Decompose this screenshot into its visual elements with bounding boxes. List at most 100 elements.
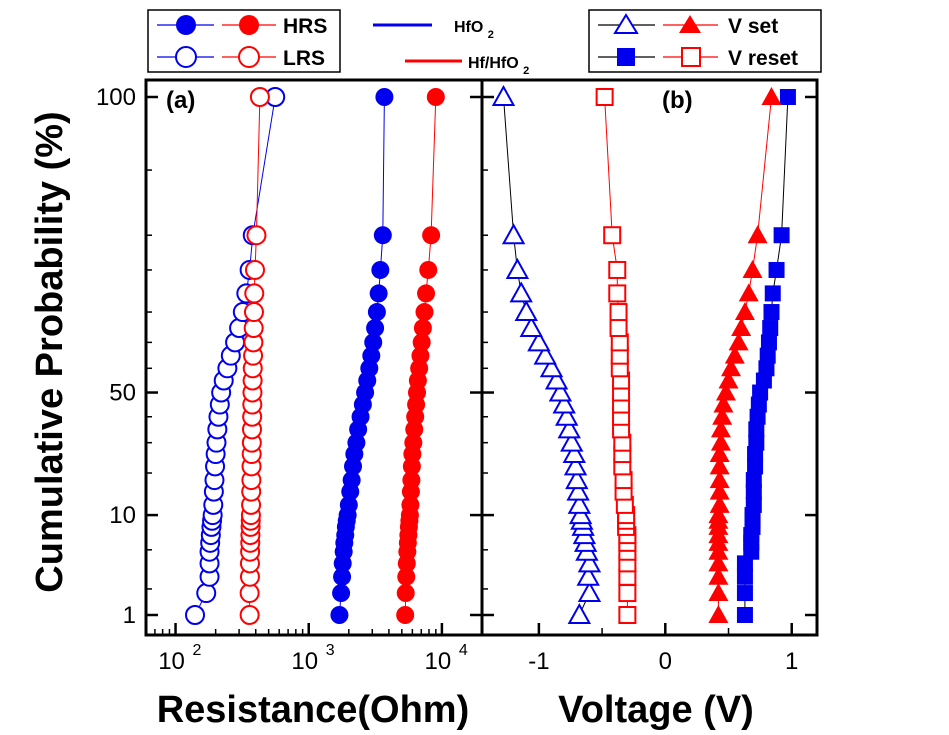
panel-b-series-0-point-0 [567, 602, 592, 624]
panel-b-series-1-point-17 [749, 408, 766, 425]
panel-b-series-3-point-28 [603, 226, 622, 245]
panel-b-series-1-point-23 [760, 334, 777, 351]
subscript: 2 [523, 65, 529, 77]
panel-b-series-3-point-26 [608, 284, 627, 303]
panel-b-series-0-point-24 [519, 315, 544, 338]
panel-b-series-0-point-17 [554, 404, 579, 426]
panel-b-axes [480, 78, 819, 637]
panel-b-series-0-point-29 [491, 84, 516, 106]
panel-a-series-0-point-24 [366, 319, 385, 338]
legend-a-hrs-marker-red [239, 15, 259, 35]
panel-b-series-0-point-23 [527, 330, 551, 352]
panel-b-series-3-point-27 [608, 260, 627, 279]
panel-a-series-2-point-28 [422, 226, 441, 245]
panel-b-x-axis-title: Voltage (V) [558, 689, 754, 731]
panel-a-series-1 [185, 87, 286, 625]
panel-b-series-2-point-24 [731, 318, 752, 337]
panel-b-series-3-point-24 [609, 319, 628, 338]
panel-a-series-0-point-26 [369, 284, 388, 303]
legend-b-set-label: V set [728, 15, 778, 38]
legend-lines: HfO 2 Hf/HfO 2 [373, 19, 529, 77]
panel-b-x-tick-label-0: -1 [528, 648, 549, 675]
y-tick-label-2: 50 [109, 380, 136, 407]
panel-b-series-1-point-2 [736, 568, 753, 585]
panel-a-series-2-point-25 [415, 303, 434, 322]
panel-b-series-3-point-29 [595, 88, 614, 106]
panel-b-series-2-point-16 [710, 419, 731, 438]
panel-a-series-2-point-0 [396, 606, 415, 624]
panel-b-series-1-point-0 [736, 607, 753, 623]
panel-b-series-0-point-19 [548, 380, 573, 402]
panel-a-series-0-point-0 [330, 606, 349, 624]
legend-line-blue-label-text: HfO [454, 19, 483, 36]
panel-b-series-2-point-23 [728, 332, 749, 351]
panel-a-series-3 [239, 87, 270, 625]
panel-a-series-2-point-12 [402, 471, 421, 490]
panel-b-series-0-point-28 [501, 223, 526, 245]
panel-a-series-1-point-0 [185, 605, 206, 625]
panel-a-series-2-point-10 [401, 495, 420, 514]
panel-b-series-1-point-20 [755, 372, 772, 389]
panel-b-series-0-point-2 [576, 564, 600, 586]
panel-b-series-0-point-15 [560, 430, 584, 452]
legend-a-lrs-label: LRS [283, 47, 325, 70]
panel-b-series-0-point-26 [509, 281, 533, 303]
panel-b-series-1-point-19 [752, 384, 769, 401]
panel-b-series-2-point-21 [721, 358, 742, 377]
panel-a-series-2-point-29 [426, 88, 445, 106]
panel-b-series-2-point-17 [712, 406, 733, 425]
panel-b-series-2-point-9 [708, 505, 729, 524]
panel-a-x-tick-exponent-1: 3 [326, 642, 335, 659]
panel-b-series-0 [491, 84, 602, 624]
panel-b-series-2-point-26 [738, 283, 759, 302]
panel-a-frame [144, 78, 484, 637]
panel-a-series-0-point-28 [373, 226, 392, 245]
panel-a-series-0-point-29 [375, 88, 394, 106]
panel-a-series-3-point-0 [239, 605, 260, 625]
panel-b-series-1-point-26 [764, 285, 781, 302]
panel-a-label: (a) [166, 87, 195, 114]
panel-b-series-0-point-10 [567, 492, 592, 514]
panel-b-frame [480, 78, 819, 637]
y-tick-label-3: 100 [96, 84, 136, 111]
panel-a-series-2-point-23 [412, 333, 431, 352]
panel-a-series-3-point-28 [246, 225, 267, 246]
y-axis-title: Cumulative Probability (%) [29, 111, 71, 592]
panel-a-x-tick-labels: 10 2 10 3 10 4 [158, 642, 468, 675]
panel-b-series-0-point-3 [577, 551, 602, 573]
panel-a-series-0-point-2 [333, 567, 352, 586]
panel-a-series-0 [330, 88, 394, 624]
panel-b-series-2-point-2 [708, 566, 729, 585]
panel-b-series-1-point-29 [779, 89, 796, 105]
panel-b-series-1-point-21 [758, 360, 775, 377]
panel-b-series-1-point-22 [759, 347, 776, 364]
panel-b-series-3-point-25 [609, 303, 628, 322]
panel-b-series-2-point-22 [724, 345, 745, 364]
panel-b-series-3-point-1 [618, 584, 637, 603]
panel-b-series-2-point-25 [734, 302, 755, 321]
panel-b-series-0-point-27 [505, 257, 530, 279]
panel-a-series-3-point-29 [249, 87, 270, 107]
panel-a-series-0-point-12 [342, 471, 361, 490]
panel-b-series-1-point-28 [773, 227, 790, 244]
legend-a-hrs-marker-blue [176, 15, 196, 35]
panel-b-series-1-point-25 [763, 304, 780, 321]
panel-b-series-2-point-29 [761, 87, 782, 105]
panel-b-series-0-point-20 [544, 368, 569, 390]
panel-a-series-3-point-26 [244, 283, 265, 304]
panel-a-series-0-point-1 [332, 584, 351, 603]
y-tick-label-1: 10 [109, 502, 136, 529]
panel-b-series-2-point-20 [718, 370, 739, 389]
panel-b-series-1-point-18 [750, 396, 767, 413]
panel-a-series-0-point-25 [367, 303, 386, 322]
legend-a-lrs-marker-blue [175, 46, 197, 68]
panel-a-series [185, 87, 445, 625]
panel-b-series-0-point-13 [563, 454, 588, 476]
legend-line-red-label-text: Hf/HfO [468, 55, 519, 72]
panel-a-series-0-point-23 [364, 333, 383, 352]
panel-b-series-0-point-18 [552, 392, 576, 414]
panel-b-series-2-point-18 [713, 394, 734, 413]
panel-a-series-2-point-26 [417, 284, 436, 303]
panel-a-series-0-point-27 [371, 260, 390, 279]
